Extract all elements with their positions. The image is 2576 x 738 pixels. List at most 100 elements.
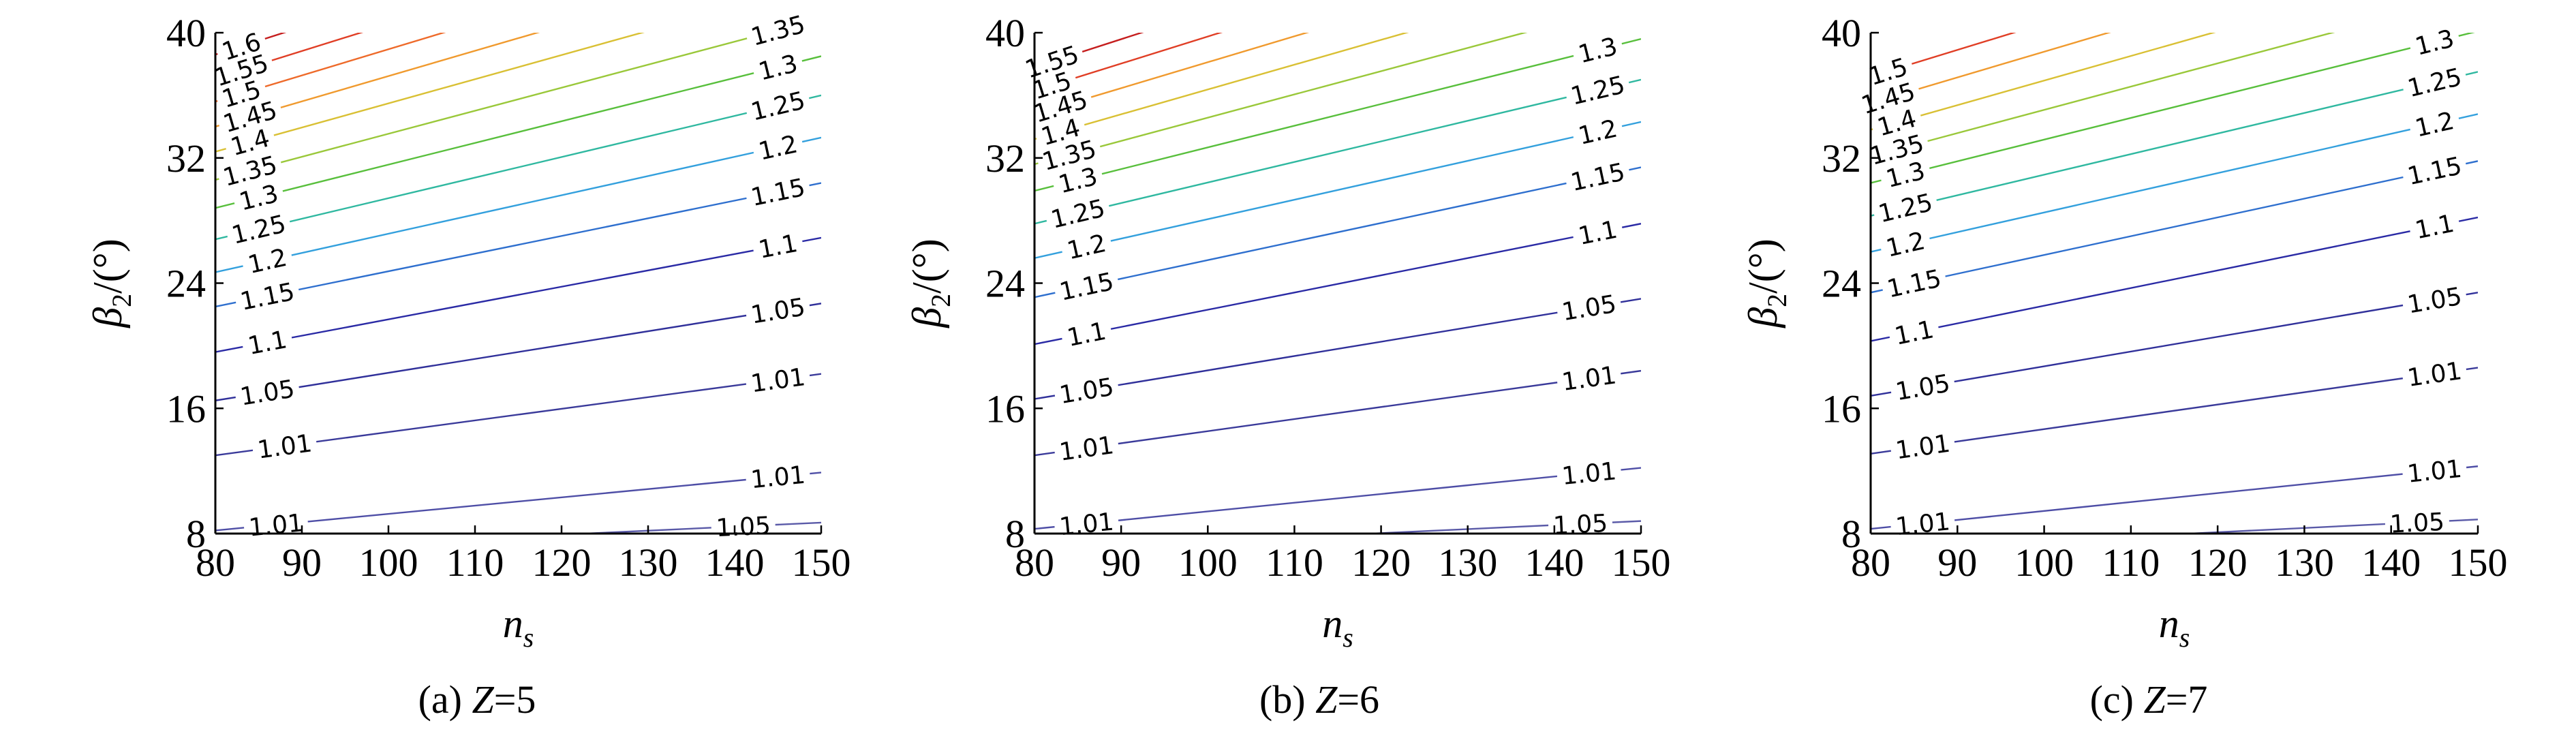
x-axis-label: ns xyxy=(2159,601,2190,653)
contour-line-1.4 xyxy=(1871,33,2216,131)
contour-line-1.05 xyxy=(1871,292,2478,397)
panel-caption: (c) Z=7 xyxy=(2090,677,2208,722)
contour-line-1.2 xyxy=(1034,121,1641,259)
contour-lines xyxy=(1034,33,1641,534)
contour-label-gap xyxy=(1052,371,1120,410)
x-tick-label: 90 xyxy=(1937,540,1977,585)
contour-label: 1.1 xyxy=(756,230,800,264)
contour-label-gap xyxy=(744,460,812,493)
y-tick-label: 32 xyxy=(166,136,206,181)
contour-label-gap xyxy=(1034,65,1080,106)
contour-label-gap xyxy=(1871,50,1916,92)
contour-line-1.45 xyxy=(1034,33,1310,115)
x-tick-label: 110 xyxy=(1266,540,1323,585)
contour-label: 1.15 xyxy=(1568,158,1627,197)
contour-label: 1.2 xyxy=(1064,230,1109,266)
contour-label-gap xyxy=(1555,360,1623,397)
x-tick-label: 150 xyxy=(792,540,851,585)
y-axis-label: β2/(°) xyxy=(85,239,137,328)
panel-caption: (b) Z=6 xyxy=(1259,677,1379,722)
contour-label-gap xyxy=(240,324,294,360)
contour-label-gap xyxy=(215,33,269,67)
contour-line-1.01 xyxy=(1034,369,1641,457)
contour-line-1.25 xyxy=(1034,78,1641,225)
contour-label-gap xyxy=(1034,84,1095,129)
contour-label-gap xyxy=(1563,156,1632,197)
chart-panel-2: 1.051.011.011.011.011.051.051.11.11.151.… xyxy=(904,11,1671,722)
contour-line-1.5 xyxy=(1034,33,1223,92)
contour-label: 1.2 xyxy=(1884,227,1928,263)
x-tick-label: 140 xyxy=(2361,540,2421,585)
contour-line-1.1 xyxy=(215,236,821,353)
x-tick-label: 80 xyxy=(1015,540,1054,585)
contour-line-1.4 xyxy=(1034,33,1409,140)
contour-line-1.4 xyxy=(215,33,645,153)
contour-line-1.3 xyxy=(215,55,821,209)
contour-label-gap xyxy=(1034,38,1087,84)
contour-label-gap xyxy=(224,208,293,250)
contour-label-gap xyxy=(231,178,286,217)
contour-line-1.2 xyxy=(1871,113,2478,253)
contour-label: 1.3 xyxy=(1576,33,1621,70)
contour-label: 1.05 xyxy=(1552,510,1608,540)
y-tick-label: 8 xyxy=(1005,512,1025,556)
x-tick-label: 130 xyxy=(1438,540,1497,585)
contour-label: 1.25 xyxy=(1048,194,1107,234)
contour-line-1.25 xyxy=(215,94,821,241)
contour-label-gap xyxy=(1052,266,1121,307)
contour-label-gap xyxy=(2407,33,2462,61)
contour-label: 1.01 xyxy=(1894,430,1952,465)
contour-label: 1.1 xyxy=(2413,210,2457,245)
y-tick-label: 32 xyxy=(985,136,1025,181)
contour-label: 1.05 xyxy=(2406,283,2464,320)
contour-line-1.05 xyxy=(2173,519,2478,534)
contour-label-gap xyxy=(2407,208,2462,245)
contour-label: 1.01 xyxy=(256,429,313,464)
contour-label-gap xyxy=(1555,288,1623,326)
contour-line-1.35 xyxy=(1034,33,1528,166)
y-tick-label: 16 xyxy=(1822,386,1861,431)
contour-label-gap xyxy=(233,276,302,316)
contour-label: 1.01 xyxy=(2406,357,2464,393)
x-tick-label: 130 xyxy=(619,540,678,585)
y-tick-label: 40 xyxy=(166,11,206,55)
contour-label-gap xyxy=(2401,356,2468,392)
contour-label-gap xyxy=(215,94,285,139)
contour-label: 1.25 xyxy=(748,87,808,126)
contour-label: 1.15 xyxy=(2405,152,2464,191)
contour-line-1.45 xyxy=(1871,33,2111,104)
panel-caption: (a) Z=5 xyxy=(418,677,536,722)
contour-label: 1.05 xyxy=(1894,369,1952,406)
y-tick-label: 40 xyxy=(985,11,1025,55)
contour-label-gap xyxy=(1052,430,1120,466)
contour-line-1.45 xyxy=(215,33,540,127)
contour-line-1.1 xyxy=(1034,223,1641,345)
contour-label: 1.25 xyxy=(2405,63,2464,103)
contour-line-1.25 xyxy=(1871,71,2478,217)
contour-label-gap xyxy=(1555,456,1623,490)
contour-label: 1.15 xyxy=(1884,264,1944,303)
y-tick-label: 40 xyxy=(1822,11,1861,55)
contour-line-1.01 xyxy=(1871,367,2478,455)
x-tick-label: 110 xyxy=(2102,540,2160,585)
contour-line-1.2 xyxy=(215,136,821,273)
contour-line-1.15 xyxy=(215,182,821,308)
contour-label: 1.01 xyxy=(749,363,807,398)
contour-label: 1.01 xyxy=(1561,457,1618,491)
contour-label-gap xyxy=(1548,508,1613,534)
y-tick-label: 24 xyxy=(1822,262,1861,306)
y-axis-label: β2/(°) xyxy=(904,239,956,328)
contour-label-gap xyxy=(1888,368,1957,406)
contour-label: 1.05 xyxy=(716,512,771,542)
chart-panel-1: 1.051.011.011.011.011.051.051.11.11.151.… xyxy=(85,11,851,722)
contour-label: 1.2 xyxy=(756,130,800,166)
contour-label: 1.1 xyxy=(1892,316,1936,351)
contour-line-1.05 xyxy=(1353,520,1641,534)
contour-label-gap xyxy=(1889,428,1957,465)
contour-label: 1.1 xyxy=(246,326,290,360)
contour-line-1.3 xyxy=(1034,38,1641,192)
contour-label-gap xyxy=(1570,112,1625,151)
contour-label: 1.01 xyxy=(750,461,807,494)
contour-label-gap xyxy=(2400,150,2469,191)
